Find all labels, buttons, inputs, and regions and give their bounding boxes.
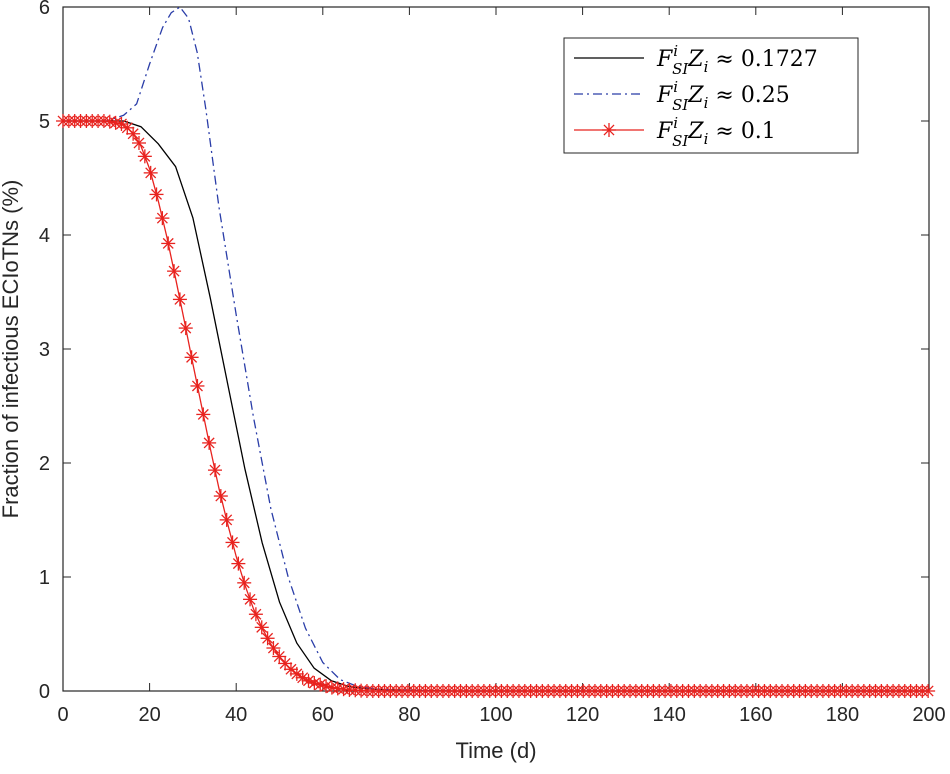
x-tick-label: 80	[398, 704, 420, 726]
y-tick-label: 1	[39, 567, 50, 589]
y-tick-label: 5	[39, 111, 50, 133]
data-point-marker	[219, 512, 234, 527]
y-tick-label: 3	[39, 339, 50, 361]
data-point-marker	[207, 463, 222, 478]
data-point-marker	[921, 684, 936, 698]
x-tick-label: 100	[479, 704, 512, 726]
series-line	[63, 6, 929, 692]
data-point-marker	[272, 649, 287, 664]
data-point-marker	[126, 126, 141, 141]
series-2	[56, 114, 936, 698]
data-point-marker	[178, 321, 193, 336]
series-layer	[56, 6, 936, 698]
y-tick-label: 0	[39, 681, 50, 703]
data-point-marker	[266, 641, 281, 656]
data-point-marker	[202, 435, 217, 450]
data-point-marker	[254, 620, 269, 635]
x-tick-label: 0	[57, 704, 68, 726]
y-axis-label: Fraction of infectious ECIoTNs (%)	[0, 180, 23, 519]
legend-label: Fi SIZi ≈ 0.25	[656, 78, 790, 114]
data-point-marker	[137, 149, 152, 164]
data-point-marker	[161, 236, 176, 251]
y-tick-label: 6	[39, 0, 50, 19]
data-point-marker	[213, 489, 228, 504]
x-tick-label: 140	[653, 704, 686, 726]
data-point-marker	[248, 607, 263, 622]
data-point-marker	[243, 592, 258, 607]
axis-ticks: 0 20 40 60 80 100 120 140 160 180 200 0 1 2 3 4 5 6	[39, 0, 946, 726]
data-point-marker	[196, 407, 211, 422]
legend-entry: Fi SIZi ≈ 0.1	[574, 114, 776, 150]
data-point-marker	[131, 136, 146, 151]
x-tick-label: 180	[826, 704, 859, 726]
x-tick-label: 60	[312, 704, 334, 726]
data-point-marker	[190, 378, 205, 393]
data-point-marker	[231, 556, 246, 571]
y-tick-label: 2	[39, 453, 50, 475]
data-point-marker	[172, 292, 187, 307]
y-tick-label: 4	[39, 225, 50, 247]
data-point-marker	[155, 211, 170, 226]
data-point-marker	[143, 165, 158, 180]
data-point-marker	[184, 350, 199, 365]
legend-label: Fi SIZi ≈ 0.1	[656, 114, 776, 150]
legend-entry: Fi SIZi ≈ 0.25	[574, 78, 790, 114]
x-tick-label: 160	[739, 704, 772, 726]
x-tick-label: 40	[225, 704, 247, 726]
x-tick-label: 200	[912, 704, 945, 726]
data-point-marker	[149, 187, 164, 202]
data-point-marker	[301, 673, 316, 688]
data-point-marker	[237, 575, 252, 590]
series-1	[63, 6, 929, 692]
data-point-marker	[307, 676, 322, 691]
legend-entry: Fi SIZi ≈ 0.1727	[574, 42, 818, 78]
data-point-marker	[225, 535, 240, 550]
x-axis-label: Time (d)	[455, 738, 536, 763]
data-point-marker	[602, 123, 616, 137]
data-point-marker	[260, 631, 275, 646]
x-tick-label: 20	[138, 704, 160, 726]
data-point-marker	[167, 264, 182, 279]
x-tick-label: 120	[566, 704, 599, 726]
legend-label: Fi SIZi ≈ 0.1727	[656, 42, 818, 78]
